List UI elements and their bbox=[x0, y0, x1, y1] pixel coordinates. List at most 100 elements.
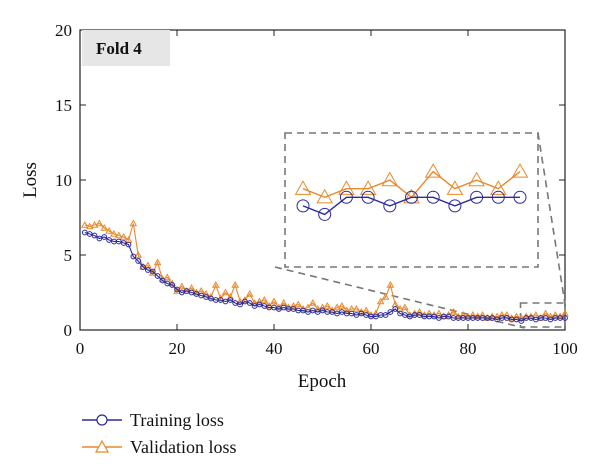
training-series-point bbox=[91, 232, 98, 239]
plot-frame bbox=[79, 29, 566, 331]
validation-series-point bbox=[80, 221, 89, 228]
validation-series-point bbox=[250, 299, 259, 306]
x-axis-title: Epoch bbox=[298, 371, 347, 392]
zoom-region bbox=[274, 132, 566, 329]
validation-series-point bbox=[517, 314, 526, 321]
x-tick-label: 40 bbox=[266, 339, 283, 358]
inset-validation-point bbox=[489, 180, 507, 195]
training-series-point bbox=[237, 301, 243, 308]
y-tick-label: 0 bbox=[64, 321, 73, 340]
legend: Training loss Validation loss bbox=[82, 410, 237, 457]
inset-validation-point bbox=[359, 180, 377, 195]
validation-series-point bbox=[468, 311, 477, 318]
inset-training-point bbox=[318, 207, 332, 221]
validation-series-point bbox=[449, 308, 458, 315]
validation-series-point bbox=[226, 293, 235, 300]
training-series-point bbox=[562, 315, 568, 321]
inset-training-point bbox=[470, 190, 484, 204]
validation-series-point bbox=[114, 231, 123, 239]
y-tick-label: 20 bbox=[55, 21, 72, 40]
validation-series-point bbox=[294, 300, 303, 308]
inset-validation-line bbox=[302, 170, 521, 199]
validation-series-point bbox=[270, 297, 278, 305]
x-tick-label: 100 bbox=[552, 339, 578, 358]
validation-series-point bbox=[459, 311, 468, 318]
inset-training-point bbox=[491, 190, 505, 204]
validation-series-point bbox=[338, 302, 346, 309]
validation-series-point bbox=[376, 297, 385, 305]
validation-series-point bbox=[313, 305, 322, 312]
inset-validation-point bbox=[338, 180, 355, 195]
y-tick-label: 15 bbox=[55, 96, 72, 115]
legend-item-validation: Validation loss bbox=[82, 437, 237, 457]
legend-marker-validation bbox=[94, 439, 110, 453]
validation-series-point bbox=[323, 302, 332, 309]
validation-series-point bbox=[371, 309, 380, 317]
validation-series-point bbox=[401, 303, 409, 311]
inset-training-point bbox=[426, 190, 440, 204]
validation-series-point bbox=[512, 312, 521, 320]
x-tick-label: 80 bbox=[460, 339, 477, 358]
validation-series-point bbox=[129, 219, 138, 227]
validation-series-point bbox=[221, 288, 230, 296]
training-series-point bbox=[140, 264, 146, 270]
y-tick-label: 10 bbox=[55, 171, 72, 190]
inset-validation-point bbox=[381, 171, 399, 187]
validation-series-point bbox=[255, 297, 264, 305]
x-tick-label: 60 bbox=[363, 339, 380, 358]
inset-validation-point bbox=[511, 163, 529, 178]
inset-validation-point bbox=[468, 171, 485, 187]
training-series-point bbox=[135, 258, 142, 264]
training-series-point bbox=[392, 306, 399, 312]
training-series-point bbox=[518, 318, 525, 324]
inset-plot bbox=[284, 132, 539, 268]
validation-series-point bbox=[245, 290, 254, 297]
legend-item-training: Training loss bbox=[82, 410, 224, 430]
training-series-point bbox=[169, 282, 176, 288]
training-series-point bbox=[125, 241, 132, 248]
validation-series-point bbox=[119, 233, 128, 240]
validation-series-point bbox=[260, 296, 269, 303]
validation-series-point bbox=[85, 222, 94, 230]
validation-series-point bbox=[333, 303, 341, 311]
inset-validation-point bbox=[446, 180, 464, 195]
training-series-point bbox=[382, 312, 389, 318]
validation-series-point bbox=[163, 273, 172, 281]
validation-series-point bbox=[425, 309, 434, 317]
x-tick-label: 20 bbox=[169, 339, 186, 358]
legend-label-training: Training loss bbox=[130, 410, 224, 430]
inset-training-point bbox=[405, 190, 418, 204]
validation-series-point bbox=[502, 311, 511, 318]
validation-series-line bbox=[84, 222, 566, 319]
validation-series-point bbox=[134, 251, 143, 258]
validation-series-point bbox=[318, 303, 327, 311]
y-tick-label: 5 bbox=[64, 246, 73, 265]
validation-series-point bbox=[90, 221, 99, 228]
inset-training-point bbox=[361, 190, 375, 204]
validation-series-point bbox=[211, 281, 220, 288]
validation-series-point bbox=[110, 230, 118, 237]
legend-marker-training bbox=[96, 414, 108, 426]
inset-training-line bbox=[302, 196, 520, 216]
inset-validation-point bbox=[424, 163, 442, 178]
validation-series-point bbox=[381, 293, 390, 300]
validation-series-point bbox=[289, 302, 298, 309]
training-series-point bbox=[149, 268, 156, 275]
panel-label-text: Fold 4 bbox=[96, 39, 142, 58]
validation-series-point bbox=[177, 282, 186, 290]
panel-label-box bbox=[82, 30, 170, 66]
validation-series-point bbox=[415, 308, 424, 315]
validation-series-point bbox=[236, 297, 244, 305]
validation-series-point bbox=[342, 306, 351, 314]
axes: 0 20 40 60 80 100 0 5 10 15 20 bbox=[55, 21, 578, 358]
zoom-connector-left bbox=[274, 266, 525, 329]
zoom-source-box bbox=[519, 302, 566, 328]
training-series-point bbox=[159, 277, 166, 284]
training-series-point bbox=[174, 286, 180, 293]
inset-training-point bbox=[296, 199, 310, 213]
training-series-point bbox=[387, 309, 394, 315]
inset-training-point bbox=[339, 190, 353, 204]
validation-series-point bbox=[95, 219, 104, 227]
panel-label: Fold 4 bbox=[82, 30, 170, 66]
